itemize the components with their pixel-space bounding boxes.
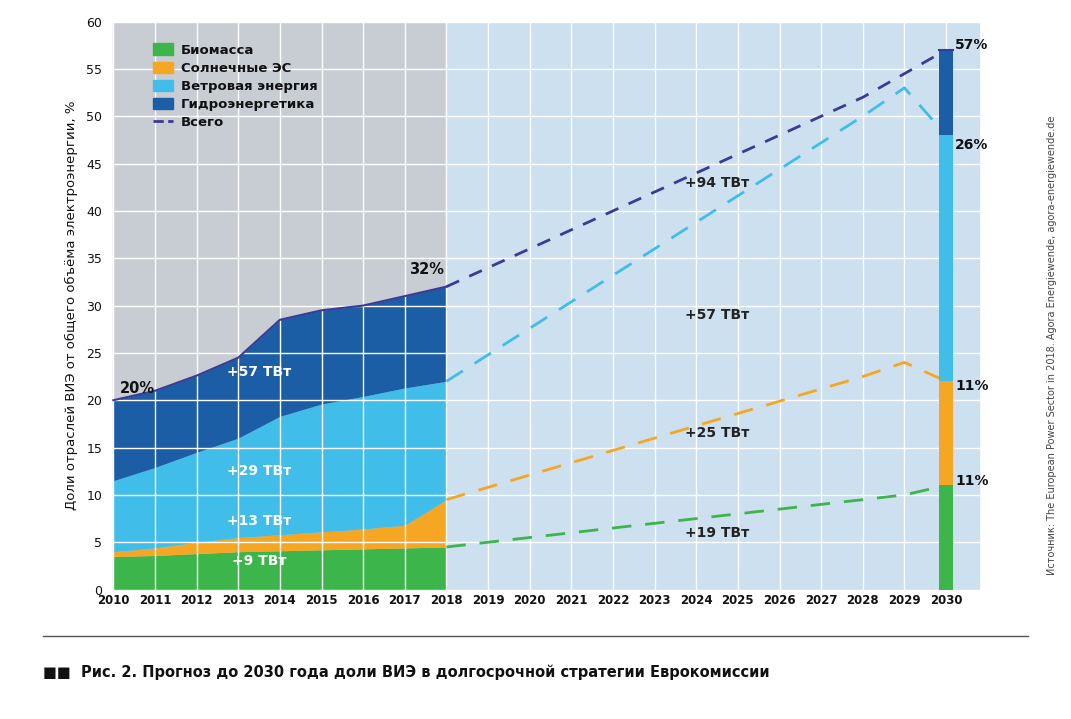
- Text: +9 ТВт: +9 ТВт: [231, 554, 286, 568]
- Text: ■■  Рис. 2. Прогноз до 2030 года доли ВИЭ в долгосрочной стратегии Еврокомиссии: ■■ Рис. 2. Прогноз до 2030 года доли ВИЭ…: [43, 664, 769, 680]
- Text: 32%: 32%: [409, 262, 444, 277]
- Text: +57 ТВт: +57 ТВт: [227, 365, 291, 379]
- Bar: [939, 381, 953, 485]
- Legend: Биомасса, Солнечные ЭС, Ветровая энергия, Гидроэнергетика, Всего: Биомасса, Солнечные ЭС, Ветровая энергия…: [149, 40, 321, 133]
- Bar: [939, 135, 953, 381]
- Text: Источник: The European Power Sector in 2018. Agora Energiewende, agora-energiewe: Источник: The European Power Sector in 2…: [1046, 116, 1057, 574]
- Text: +57 ТВт: +57 ТВт: [685, 308, 750, 322]
- Text: 57%: 57%: [955, 38, 989, 52]
- Bar: [447, 22, 979, 590]
- Text: +19 ТВт: +19 ТВт: [685, 526, 750, 540]
- Text: 20%: 20%: [120, 381, 154, 396]
- Bar: [939, 50, 953, 135]
- Text: 11%: 11%: [955, 474, 989, 487]
- Bar: [114, 22, 447, 590]
- Y-axis label: Доли отраслей ВИЭ от общего объёма электроэнергии, %: Доли отраслей ВИЭ от общего объёма элект…: [65, 101, 78, 510]
- Text: +25 ТВт: +25 ТВт: [684, 426, 750, 440]
- Text: +94 ТВт: +94 ТВт: [685, 175, 750, 190]
- Bar: [939, 485, 953, 590]
- Text: 11%: 11%: [955, 379, 989, 393]
- Text: +29 ТВт: +29 ТВт: [227, 464, 291, 478]
- Text: +13 ТВт: +13 ТВт: [227, 514, 291, 528]
- Text: 26%: 26%: [955, 137, 989, 152]
